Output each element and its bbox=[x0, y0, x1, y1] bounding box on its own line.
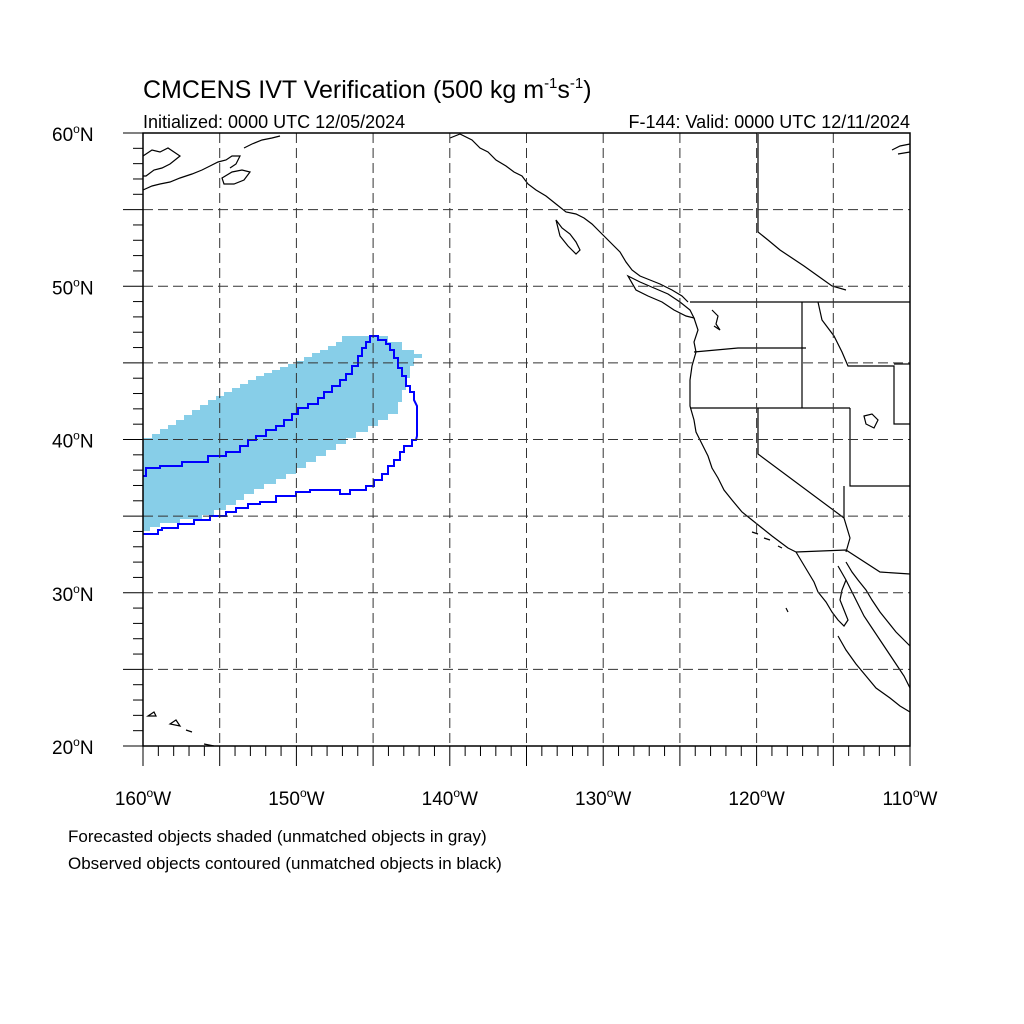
mexico-coast-south bbox=[837, 635, 911, 713]
coastlines bbox=[142, 133, 911, 747]
guadalupe-island bbox=[785, 607, 789, 613]
lat-axis-labels: 60oN 50oN 40oN 30oN 20oN bbox=[52, 122, 94, 759]
kodiak-island bbox=[221, 169, 252, 185]
channel-islands bbox=[751, 531, 783, 549]
lon-label: 140oW bbox=[422, 786, 478, 810]
alaska-coast bbox=[142, 147, 182, 177]
alaska-coast-north bbox=[243, 135, 281, 149]
se-alaska-coast bbox=[449, 133, 689, 303]
lat-label: 30oN bbox=[52, 582, 94, 606]
valid-label: F-144: Valid: 0000 UTC 12/11/2024 bbox=[628, 112, 910, 132]
lon-label: 110oW bbox=[883, 786, 938, 810]
graticule bbox=[143, 133, 910, 746]
lat-label: 20oN bbox=[52, 735, 94, 759]
footnote-forecast: Forecasted objects shaded (unmatched obj… bbox=[68, 827, 487, 846]
baja-california bbox=[795, 551, 849, 627]
lon-label: 130oW bbox=[575, 786, 631, 810]
puget-sound bbox=[711, 309, 721, 331]
canada-coast-north bbox=[891, 143, 911, 155]
mexico-mainland bbox=[845, 561, 911, 647]
lon-label: 160oW bbox=[115, 786, 171, 810]
us-west-coast bbox=[689, 317, 797, 553]
haida-gwaii bbox=[555, 219, 581, 255]
footnote-observed: Observed objects contoured (unmatched ob… bbox=[68, 854, 502, 873]
initialized-label: Initialized: 0000 UTC 12/05/2024 bbox=[143, 112, 405, 132]
washington-oregon-border bbox=[693, 347, 806, 353]
lon-label: 120oW bbox=[728, 786, 784, 810]
axis-ticks bbox=[123, 132, 911, 766]
nevada-border bbox=[757, 408, 845, 519]
gulf-california-east bbox=[837, 565, 911, 689]
canada-boundary bbox=[757, 134, 847, 291]
montana-idaho bbox=[817, 301, 910, 425]
lon-label: 150oW bbox=[268, 786, 324, 810]
alaska-coast-south bbox=[142, 155, 241, 191]
utah-border bbox=[849, 408, 910, 487]
mexico-border bbox=[795, 549, 911, 575]
lon-axis-labels: 160oW 150oW 140oW 130oW 120oW 110oW bbox=[115, 786, 938, 810]
hawaii-islands bbox=[146, 711, 215, 747]
lat-label: 60oN bbox=[52, 122, 94, 146]
observed-ivt-contour bbox=[143, 335, 418, 535]
map-title: CMCENS IVT Verification (500 kg m-1s-1) bbox=[143, 75, 592, 104]
forecast-ivt-object bbox=[143, 336, 422, 531]
lat-label: 50oN bbox=[52, 275, 94, 299]
great-salt-lake bbox=[863, 413, 879, 429]
vancouver-island bbox=[626, 274, 696, 319]
arizona-border bbox=[843, 486, 851, 553]
lat-label: 40oN bbox=[52, 429, 94, 453]
